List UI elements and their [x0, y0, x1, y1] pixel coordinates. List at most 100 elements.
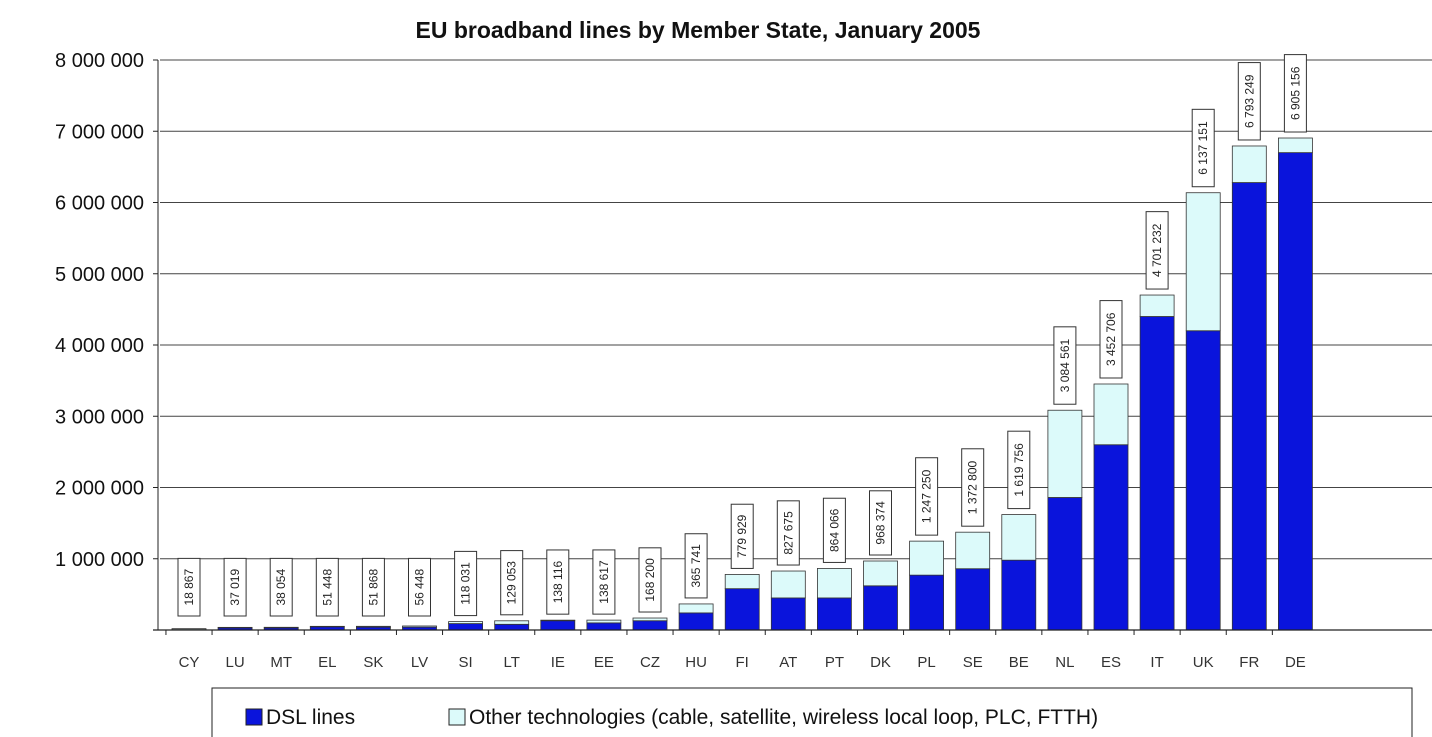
- bar-other-lu: [217, 626, 253, 629]
- data-label-de: 6 905 156: [1288, 66, 1302, 120]
- x-axis: CY LU MT EL SK LV SI LT IE EE CZ HU FI AT PT DK PL SE BE NL…: [153, 629, 1432, 671]
- x-tick-label-lv: LV: [411, 654, 428, 671]
- x-tick-label-mt: MT: [270, 654, 292, 671]
- bar-other-cz: [632, 617, 668, 622]
- x-tick-label-at: AT: [779, 654, 797, 671]
- grid-lines: [160, 59, 1432, 560]
- data-label-box-fr: [1237, 62, 1261, 141]
- data-label-dk: 968 374: [874, 501, 888, 545]
- bar-dsl-fr: [1231, 182, 1267, 631]
- y-tick-label: 6 000 000: [55, 193, 144, 215]
- bar-other-fr: [1231, 145, 1267, 183]
- bar-dsl-si: [448, 623, 484, 631]
- data-label-ee: 138 617: [597, 560, 611, 604]
- bar-dsl-ie: [540, 620, 576, 631]
- x-tick-label-de: DE: [1285, 654, 1306, 671]
- data-label-box-uk: [1191, 108, 1215, 188]
- data-label-lt: 129 053: [505, 561, 519, 605]
- data-label-box-fi: [730, 503, 754, 569]
- data-label-box-nl: [1053, 326, 1077, 405]
- bar-dsl-es: [1093, 444, 1129, 631]
- bar-other-at: [770, 570, 806, 599]
- x-tick-label-cz: CZ: [640, 654, 660, 671]
- data-label-box-lt: [500, 550, 524, 616]
- data-label-uk: 6 137 151: [1196, 121, 1210, 175]
- legend-swatch-other: [448, 708, 466, 726]
- bar-other-ie: [540, 619, 576, 622]
- data-label-at: 827 675: [781, 511, 795, 555]
- x-tick-label-uk: UK: [1193, 654, 1214, 671]
- legend-swatch-dsl: [245, 708, 263, 726]
- bar-dsl-pl: [909, 574, 944, 631]
- bar-dsl-nl: [1047, 497, 1083, 631]
- bar-dsl-at: [770, 597, 806, 631]
- data-label-cz: 168 200: [643, 558, 657, 602]
- bar-other-mt: [263, 626, 299, 629]
- data-label-box-ie: [546, 549, 570, 615]
- bar-other-dk: [863, 560, 898, 587]
- bar-other-si: [448, 621, 484, 624]
- bar-other-sk: [355, 625, 391, 628]
- bar-other-it: [1139, 294, 1175, 317]
- data-label-box-lv: [408, 557, 431, 617]
- data-label-box-mt: [269, 557, 293, 617]
- x-tick-label-it: IT: [1150, 654, 1163, 671]
- x-tick-label-sk: SK: [363, 654, 383, 671]
- x-tick-label-si: SI: [459, 654, 473, 671]
- data-label-box-lu: [223, 557, 247, 617]
- data-label-mt: 38 054: [274, 569, 288, 606]
- data-label-box-pl: [915, 457, 939, 536]
- x-tick-label-be: BE: [1009, 654, 1029, 671]
- data-labels: 18 867 37 019 38 054 51 448 51 868 56 448 118 …: [177, 54, 1307, 617]
- x-tick-label-fi: FI: [736, 654, 749, 671]
- x-tick-label-ie: IE: [551, 654, 565, 671]
- bar-other-nl: [1047, 409, 1083, 498]
- data-label-box-cz: [638, 547, 662, 613]
- x-tick-label-lu: LU: [226, 654, 245, 671]
- x-tick-label-se: SE: [963, 654, 983, 671]
- bar-other-ee: [586, 619, 622, 624]
- x-tick-label-dk: DK: [870, 654, 891, 671]
- data-label-box-cy: [177, 557, 201, 617]
- legend-label-other: Other technologies (cable, satellite, wi…: [469, 706, 1098, 729]
- data-label-es: 3 452 706: [1104, 312, 1118, 366]
- x-tick-label-el: EL: [318, 654, 336, 671]
- bar-dsl-pt: [817, 597, 852, 631]
- data-label-be: 1 619 756: [1012, 443, 1026, 497]
- data-label-fi: 779 929: [735, 514, 749, 558]
- data-label-fr: 6 793 249: [1242, 74, 1256, 128]
- data-label-box-de: [1283, 54, 1307, 133]
- data-label-se: 1 372 800: [966, 460, 980, 514]
- data-label-box-it: [1145, 211, 1169, 290]
- bar-dsl-uk: [1185, 330, 1221, 631]
- data-label-box-hu: [684, 533, 708, 599]
- legend-box: [211, 687, 1413, 737]
- data-label-it: 4 701 232: [1150, 223, 1164, 277]
- y-tick-label: 1 000 000: [55, 549, 144, 571]
- data-label-sk: 51 868: [366, 569, 380, 606]
- data-label-lu: 37 019: [228, 569, 242, 606]
- bar-other-uk: [1185, 192, 1221, 332]
- bar-other-de: [1278, 137, 1313, 154]
- x-tick-label-fr: FR: [1239, 654, 1259, 671]
- y-tick-label: 3 000 000: [55, 406, 144, 428]
- bar-other-lt: [494, 620, 530, 625]
- data-label-lv: 56 448: [413, 569, 427, 606]
- y-tick-label: 5 000 000: [55, 264, 144, 286]
- x-tick-label-ee: EE: [594, 654, 614, 671]
- bar-dsl-de: [1278, 152, 1313, 631]
- bars: [171, 137, 1313, 631]
- bar-other-se: [955, 531, 991, 570]
- data-label-pl: 1 247 250: [920, 469, 934, 523]
- y-tick-label: 7 000 000: [55, 121, 144, 143]
- bar-dsl-dk: [863, 585, 898, 631]
- bar-other-hu: [678, 603, 714, 614]
- chart-title: EU broadband lines by Member State, Janu…: [416, 17, 981, 43]
- bar-other-pl: [909, 540, 944, 576]
- data-label-box-at: [776, 500, 800, 566]
- y-tick-label: 4 000 000: [55, 335, 144, 357]
- data-label-hu: 365 741: [689, 544, 703, 588]
- x-tick-label-nl: NL: [1055, 654, 1074, 671]
- data-label-box-sk: [361, 557, 385, 617]
